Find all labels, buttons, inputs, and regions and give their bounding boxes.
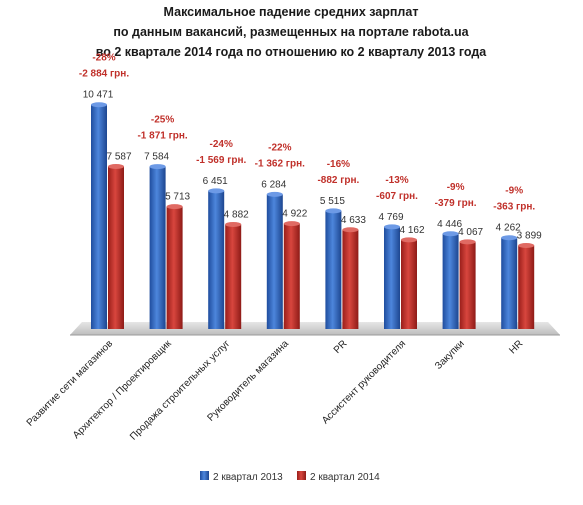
annotation-diff: -1 569 грн. xyxy=(196,155,246,166)
value-label-2013: 7 584 xyxy=(144,152,169,163)
value-label-2014: 3 899 xyxy=(517,230,542,241)
bar-2013 xyxy=(501,237,518,329)
bar-cap-2014 xyxy=(342,227,359,233)
bar-cap-2013 xyxy=(325,208,342,214)
bar-cap-2013 xyxy=(208,188,225,194)
bar-cap-2013 xyxy=(266,191,283,197)
x-tick-label: Ассистент руководителя xyxy=(320,338,408,426)
legend-swatch-2013 xyxy=(200,471,209,480)
bar-2013 xyxy=(325,210,342,329)
annotation-diff: -882 грн. xyxy=(317,175,359,186)
bar-2014 xyxy=(225,224,242,329)
bar-2014 xyxy=(518,245,535,329)
value-label-2014: 5 713 xyxy=(165,192,190,203)
bar-2013 xyxy=(149,166,166,329)
chart-value-labels: 10 471 7 587 7 584 5 713 6 451 4 882 6 284 4 92… xyxy=(83,90,542,242)
annotation-percent: -25% xyxy=(151,115,174,126)
value-label-2014: 4 067 xyxy=(458,227,483,238)
annotation-diff: -1 362 грн. xyxy=(255,158,305,169)
bar-2013 xyxy=(91,104,107,329)
value-label-2013: 10 471 xyxy=(83,90,114,101)
bar-2013 xyxy=(384,226,400,329)
annotation-percent: -16% xyxy=(327,159,350,170)
chart-bars xyxy=(91,102,535,329)
bar-cap-2013 xyxy=(501,235,518,241)
value-label-2013: 6 284 xyxy=(261,179,286,190)
annotation-percent: -9% xyxy=(505,186,523,197)
bar-2013 xyxy=(266,194,283,329)
annotation-percent: -28% xyxy=(92,53,115,64)
title-line-3: во 2 квартале 2014 года по отношению ко … xyxy=(96,45,488,59)
annotation-diff: -2 884 грн. xyxy=(79,69,129,80)
chart-annotations: -28% -2 884 грн. -25% -1 871 грн. -24% -1 569… xyxy=(79,53,535,213)
value-label-2014: 4 633 xyxy=(341,215,366,226)
value-label-2013: 4 262 xyxy=(496,223,521,234)
value-label-2014: 4 162 xyxy=(399,225,424,236)
x-tick-label: Продажа строительных услуг xyxy=(128,338,232,442)
bar-2014 xyxy=(342,229,359,329)
legend-label-2014: 2 квартал 2014 xyxy=(310,472,380,483)
bar-2014 xyxy=(108,166,124,329)
bar-2014 xyxy=(283,223,300,329)
chart-title: Максимальное падение средних зарплат по … xyxy=(96,5,488,59)
value-label-2014: 4 882 xyxy=(224,209,249,220)
bar-cap-2014 xyxy=(283,221,300,227)
legend-swatch-2014 xyxy=(297,471,306,480)
annotation-percent: -9% xyxy=(447,182,465,193)
x-tick-label: HR xyxy=(507,338,525,356)
title-line-1: Максимальное падение средних зарплат xyxy=(164,5,419,19)
value-label-2013: 4 446 xyxy=(437,219,462,230)
value-label-2013: 5 515 xyxy=(320,196,345,207)
annotation-diff: -1 871 грн. xyxy=(137,131,187,142)
bar-cap-2014 xyxy=(108,164,124,170)
bar-cap-2013 xyxy=(384,224,400,230)
bar-cap-2013 xyxy=(442,231,459,237)
value-label-2013: 4 769 xyxy=(378,212,403,223)
x-tick-label: Закупки xyxy=(433,338,467,372)
annotation-diff: -607 грн. xyxy=(376,191,418,202)
title-line-2: по данным вакансий, размещенных на порта… xyxy=(113,25,469,39)
annotation-percent: -13% xyxy=(385,175,408,186)
value-label-2014: 4 922 xyxy=(282,209,307,220)
bar-cap-2014 xyxy=(401,237,417,243)
legend-label-2013: 2 квартал 2013 xyxy=(213,472,283,483)
bar-cap-2014 xyxy=(518,242,535,248)
annotation-percent: -22% xyxy=(268,142,291,153)
bar-cap-2014 xyxy=(225,221,242,227)
annotation-diff: -379 грн. xyxy=(435,198,477,209)
annotation-percent: -24% xyxy=(210,139,233,150)
annotation-diff: -363 грн. xyxy=(493,202,535,213)
bar-cap-2014 xyxy=(459,239,476,245)
bar-cap-2014 xyxy=(166,204,183,210)
chart-floor-plane xyxy=(70,322,560,335)
bar-cap-2013 xyxy=(91,102,107,108)
bar-2014 xyxy=(401,239,417,329)
bar-2014 xyxy=(459,241,476,329)
chart-legend: 2 квартал 2013 2 квартал 2014 xyxy=(200,471,380,483)
chart-floor xyxy=(70,322,560,336)
bar-2014 xyxy=(166,206,183,329)
bar-2013 xyxy=(442,233,459,329)
value-label-2013: 6 451 xyxy=(203,176,228,187)
value-label-2014: 7 587 xyxy=(106,152,131,163)
bar-cap-2013 xyxy=(149,164,166,170)
x-tick-label: Архитектор / Проектировщик xyxy=(71,338,174,441)
x-tick-label: PR xyxy=(332,338,350,356)
bar-2013 xyxy=(208,190,225,329)
